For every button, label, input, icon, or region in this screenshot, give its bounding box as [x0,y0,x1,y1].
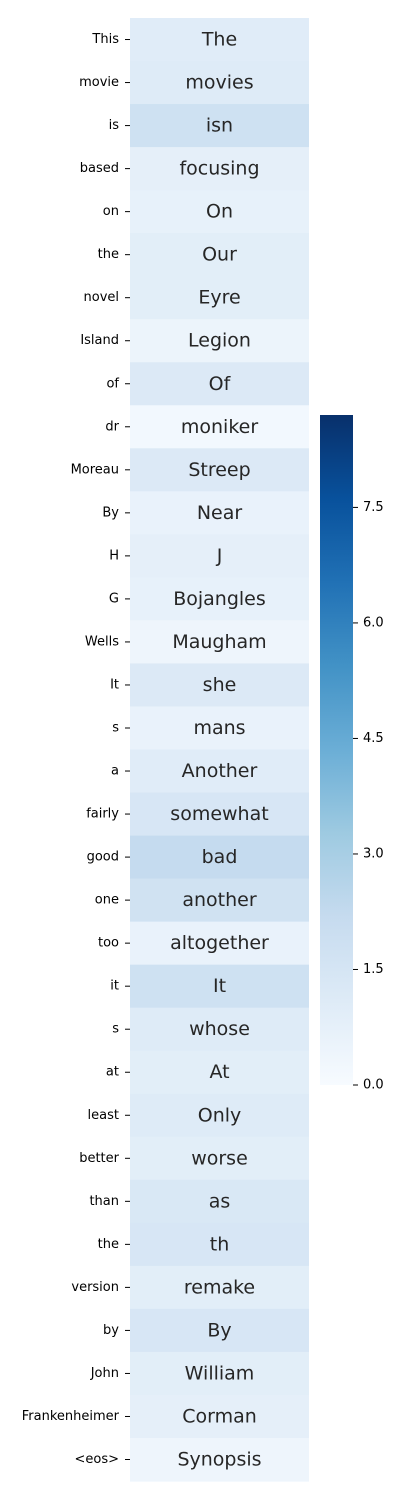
row-label: Wells [85,634,119,649]
row-label: Moreau [71,462,119,477]
cell-text: Only [198,1104,242,1126]
cell-text: It [213,975,226,997]
cell-text: William [185,1362,255,1384]
row-label: G [109,591,119,606]
row-label: movie [79,75,119,90]
row-label: novel [84,290,120,305]
cell-text: Our [202,244,237,266]
cell-text: Of [209,373,232,395]
row-label: least [88,1108,119,1123]
cell-text: another [182,889,256,911]
cell-text: somewhat [170,803,268,825]
cell-text: as [209,1190,231,1212]
row-label: than [89,1194,119,1209]
cell-text: isn [206,115,233,137]
row-label: version [71,1280,119,1295]
row-label: good [87,850,119,865]
row-label: better [79,1151,119,1166]
row-label: dr [105,419,119,434]
row-label: the [98,1237,119,1252]
colorbar-ticks: 0.0 1.5 3.0 4.5 6.0 7.5 [353,500,384,1093]
row-label: s [112,1022,119,1037]
heatmap-cells [130,18,309,1482]
row-label: on [103,204,119,219]
colorbar-tick-label: 4.5 [363,731,384,746]
colorbar-tick-label: 6.0 [363,615,384,630]
cell-text: moniker [181,416,258,438]
cell-text: The [201,29,237,51]
cell-text: worse [191,1147,248,1169]
cell-text: By [207,1319,231,1341]
row-label: It [110,677,119,692]
colorbar-tick-label: 3.0 [363,846,384,861]
cell-text: she [203,674,237,696]
cell-text: Synopsis [177,1449,261,1471]
row-label: of [106,376,119,391]
cell-text: movies [185,72,253,94]
cell-text: Corman [182,1405,257,1427]
colorbar-tick-label: 1.5 [363,962,384,977]
row-label: Island [80,333,119,348]
cell-text: Another [182,760,258,782]
row-label: H [109,548,119,563]
cell-text: Streep [188,459,250,481]
row-label: This [91,32,119,47]
cell-text: Maugham [172,631,266,653]
row-label: based [80,161,119,176]
row-label: one [95,893,119,908]
row-label: at [106,1065,119,1080]
cell-text: focusing [179,158,259,180]
cell-text: Legion [188,330,251,352]
cell-text: At [209,1061,229,1083]
row-label: <eos> [74,1452,119,1467]
colorbar-tick-label: 7.5 [363,500,384,515]
row-label: too [98,936,119,951]
row-label: Frankenheimer [22,1409,120,1424]
row-labels: This movie is based on the novel Island of dr More… [22,32,130,1467]
cell-text: bad [202,846,238,868]
row-label: s [112,721,119,736]
row-label: a [111,764,119,779]
cell-text: J [216,545,223,567]
cell-text: whose [189,1018,250,1040]
row-label: it [110,979,119,994]
colorbar [320,415,353,1085]
cell-text: Bojangles [173,588,266,610]
row-label: the [98,247,119,262]
cell-text: On [206,201,233,223]
row-label: By [102,505,119,520]
cell-text: remake [184,1276,255,1298]
row-label: by [103,1323,119,1338]
row-label: fairly [86,807,119,822]
cell-text: Eyre [198,287,240,309]
row-label: is [109,118,120,133]
colorbar-tick-label: 0.0 [363,1078,384,1093]
cell-text: Near [197,502,243,524]
cell-text: altogether [170,932,269,954]
cell-text: mans [193,717,245,739]
row-label: John [90,1366,119,1381]
cell-text: th [210,1233,230,1255]
